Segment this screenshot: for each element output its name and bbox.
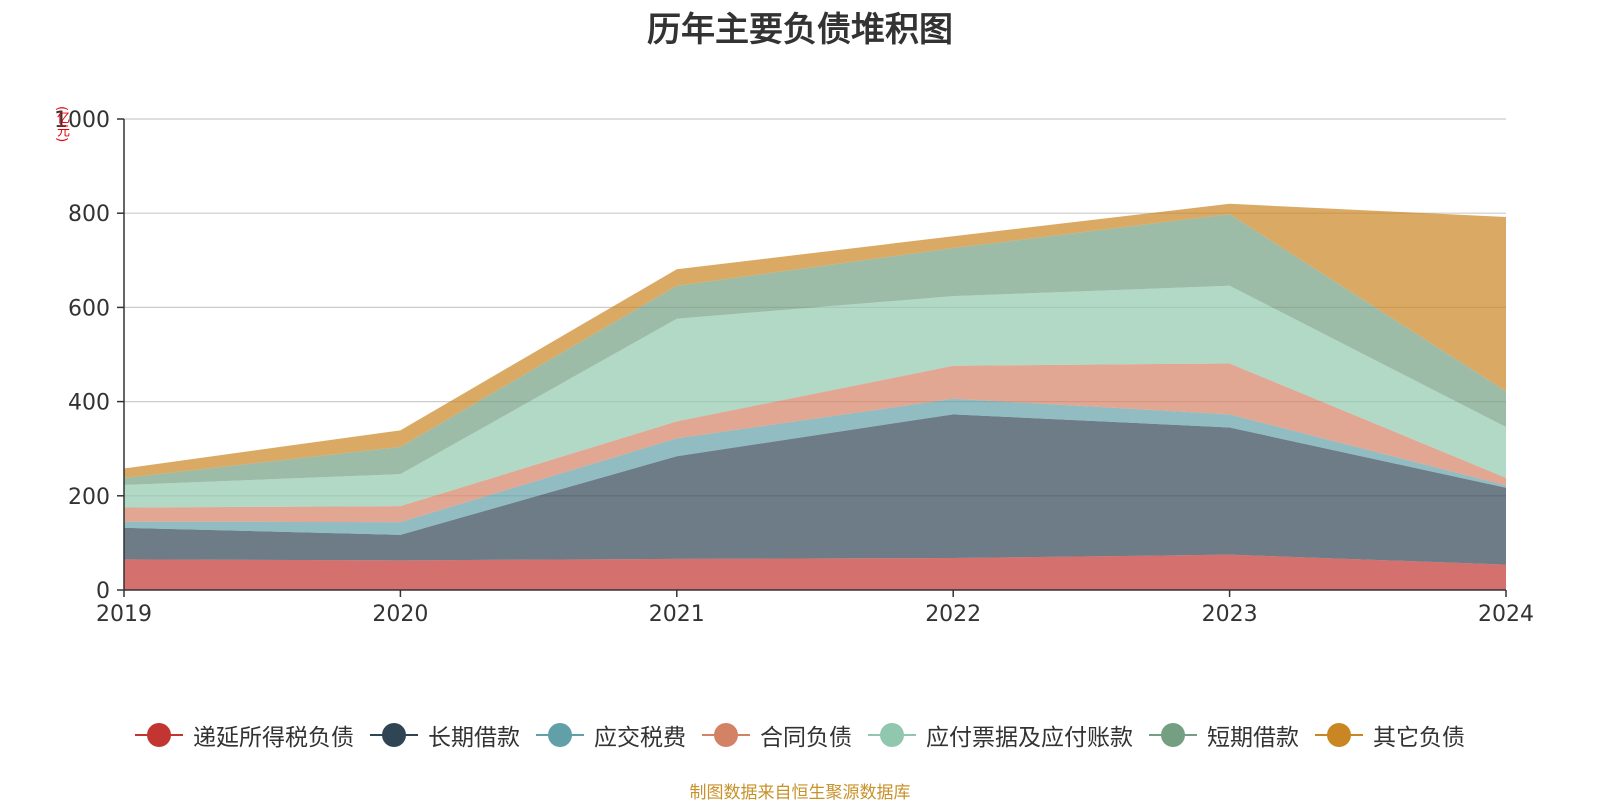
legend-label: 短期借款 — [1207, 725, 1299, 751]
legend-label: 其它负债 — [1373, 725, 1465, 751]
legend-item[interactable]: 短期借款 — [1149, 718, 1299, 752]
y-tick-label: 400 — [68, 391, 110, 416]
legend-item[interactable]: 递延所得税负债 — [135, 718, 354, 752]
legend-label: 应付票据及应付账款 — [926, 725, 1133, 751]
x-tick-label: 2022 — [925, 602, 981, 627]
legend-swatch — [135, 723, 183, 747]
legend-swatch — [536, 723, 584, 747]
area-series-1[interactable] — [124, 414, 1506, 565]
legend: 递延所得税负债 长期借款 应交税费 合同负债 应付票据及应付账款 短期借款 其它负债 — [0, 718, 1600, 752]
y-tick-label: 600 — [68, 296, 110, 321]
x-tick-label: 2023 — [1202, 602, 1258, 627]
y-tick-label: 0 — [96, 579, 110, 604]
x-tick-label: 2020 — [372, 602, 428, 627]
x-tick-label: 2024 — [1478, 602, 1534, 627]
area-series-2[interactable] — [124, 398, 1506, 535]
x-tick-label: 2021 — [649, 602, 705, 627]
area-series-6[interactable] — [124, 203, 1506, 478]
legend-item[interactable]: 合同负债 — [702, 718, 852, 752]
y-tick-label: 800 — [68, 202, 110, 227]
legend-swatch — [1315, 723, 1363, 747]
y-tick-label: 200 — [68, 485, 110, 510]
y-axis-unit-label: (亿元) — [54, 106, 69, 143]
area-series-4[interactable] — [124, 285, 1506, 508]
legend-item[interactable]: 应交税费 — [536, 718, 686, 752]
area-series-3[interactable] — [124, 363, 1506, 523]
legend-label: 递延所得税负债 — [193, 725, 354, 751]
legend-item[interactable]: 应付票据及应付账款 — [868, 718, 1133, 752]
axes: 0 200 400 600 800 1000 2019 2020 2021 2022 2023 202… — [54, 108, 1534, 627]
legend-swatch — [1149, 723, 1197, 747]
area-layers — [124, 203, 1506, 590]
chart-title: 历年主要负债堆积图 — [647, 10, 953, 50]
y-tick-label: 1000 — [54, 108, 110, 133]
legend-swatch — [868, 723, 916, 747]
legend-item[interactable]: 长期借款 — [370, 718, 520, 752]
legend-swatch — [370, 723, 418, 747]
legend-label: 应交税费 — [594, 725, 686, 751]
area-series-5[interactable] — [124, 214, 1506, 485]
legend-label: 长期借款 — [428, 725, 520, 751]
source-note: 制图数据来自恒生聚源数据库 — [689, 783, 911, 803]
legend-item[interactable]: 其它负债 — [1315, 718, 1465, 752]
legend-label: 合同负债 — [760, 725, 852, 751]
x-tick-label: 2019 — [96, 602, 152, 627]
area-series-0[interactable] — [124, 554, 1506, 590]
legend-swatch — [702, 723, 750, 747]
